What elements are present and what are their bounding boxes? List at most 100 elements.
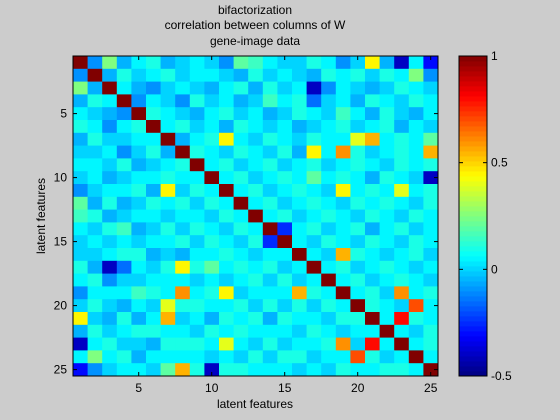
- heatmap-cell: [277, 81, 293, 95]
- colorbar-segment: [459, 186, 487, 192]
- heatmap-cell: [233, 196, 249, 210]
- heatmap-cell: [277, 132, 293, 146]
- heatmap-cell: [335, 260, 351, 274]
- heatmap-cell: [306, 222, 322, 236]
- heatmap-cell: [219, 171, 234, 185]
- colorbar-segment: [459, 246, 487, 252]
- y-tick-label: 10: [54, 171, 68, 185]
- heatmap-cell: [306, 120, 322, 134]
- heatmap-cell: [321, 363, 337, 377]
- heatmap-cell: [306, 363, 322, 377]
- heatmap-cell: [73, 132, 88, 146]
- heatmap-cell: [408, 286, 424, 300]
- heatmap-cell: [350, 132, 366, 146]
- heatmap-cell: [204, 324, 220, 338]
- heatmap-cell: [233, 68, 249, 82]
- colorbar-segment: [459, 96, 487, 102]
- colorbar-segment: [459, 366, 487, 372]
- heatmap-cell: [335, 107, 351, 121]
- heatmap-cell: [277, 158, 293, 172]
- heatmap-cell: [379, 120, 395, 134]
- colorbar-segment: [459, 116, 487, 122]
- heatmap-cell: [262, 120, 278, 134]
- heatmap-cell: [248, 132, 264, 146]
- heatmap-cell: [277, 363, 293, 377]
- heatmap-cell: [379, 324, 395, 338]
- heatmap-cell: [175, 158, 191, 172]
- heatmap-cell: [219, 145, 234, 159]
- heatmap-cell: [335, 209, 351, 223]
- colorbar-segment: [459, 241, 487, 247]
- heatmap-cell: [189, 260, 205, 274]
- heatmap-cell: [365, 337, 380, 351]
- heatmap-cell: [277, 145, 293, 159]
- heatmap-cell: [219, 56, 234, 70]
- heatmap-cell: [189, 81, 205, 95]
- heatmap-cell: [292, 286, 307, 300]
- heatmap-cell: [394, 132, 410, 146]
- colorbar-segment: [459, 341, 487, 347]
- plot-frame: [72, 55, 439, 377]
- heatmap-cell: [233, 145, 249, 159]
- heatmap-cell: [233, 222, 249, 236]
- heatmap-cell: [350, 171, 366, 185]
- heatmap-cell: [350, 299, 366, 313]
- heatmap-cell: [131, 209, 147, 223]
- heatmap-cell: [379, 248, 395, 262]
- colorbar-segment: [459, 311, 487, 317]
- colorbar-segment: [459, 71, 487, 77]
- heatmap-cell: [321, 286, 337, 300]
- heatmap-cell: [73, 235, 88, 249]
- colorbar-segment: [459, 76, 487, 82]
- heatmap-cell: [73, 299, 88, 313]
- heatmap-cell: [306, 312, 322, 326]
- heatmap-cell: [204, 222, 220, 236]
- heatmap-cell: [116, 363, 132, 377]
- heatmap-cell: [408, 299, 424, 313]
- heatmap-cell: [146, 107, 161, 121]
- heatmap-cell: [277, 299, 293, 313]
- heatmap-cell: [365, 324, 380, 338]
- heatmap-cell: [131, 324, 147, 338]
- heatmap-cell: [160, 158, 176, 172]
- colorbar-segment: [459, 61, 487, 67]
- heatmap-cell: [87, 132, 103, 146]
- heatmap-cell: [277, 235, 293, 249]
- colorbar-segment: [459, 201, 487, 207]
- colorbar-segment: [459, 351, 487, 357]
- heatmap-cell: [189, 337, 205, 351]
- heatmap-cell: [423, 235, 439, 249]
- heatmap-cell: [189, 132, 205, 146]
- heatmap-cell: [87, 273, 103, 287]
- heatmap-cell: [335, 94, 351, 108]
- heatmap-cell: [233, 209, 249, 223]
- heatmap-cell: [175, 350, 191, 364]
- heatmap-cell: [365, 222, 380, 236]
- heatmap-cell: [146, 68, 161, 82]
- heatmap-cell: [408, 171, 424, 185]
- colorbar-segment: [459, 291, 487, 297]
- colorbar-segment: [459, 261, 487, 267]
- heatmap-cell: [204, 248, 220, 262]
- heatmap-cell: [423, 81, 439, 95]
- heatmap-cell: [262, 145, 278, 159]
- y-tick-label: 20: [54, 299, 68, 313]
- heatmap-cell: [131, 107, 147, 121]
- heatmap-cell: [394, 260, 410, 274]
- heatmap-cell: [394, 158, 410, 172]
- heatmap-cell: [189, 145, 205, 159]
- heatmap-cell: [160, 196, 176, 210]
- heatmap-cell: [131, 337, 147, 351]
- heatmap-cell: [277, 56, 293, 70]
- heatmap-cell: [131, 145, 147, 159]
- heatmap-cell: [365, 235, 380, 249]
- heatmap-cell: [408, 56, 424, 70]
- heatmap-cell: [233, 324, 249, 338]
- heatmap-cell: [219, 196, 234, 210]
- heatmap-cell: [335, 324, 351, 338]
- heatmap-cell: [335, 158, 351, 172]
- heatmap-cell: [350, 196, 366, 210]
- heatmap-cell: [321, 184, 337, 198]
- heatmap-cell: [87, 184, 103, 198]
- heatmap-cell: [160, 107, 176, 121]
